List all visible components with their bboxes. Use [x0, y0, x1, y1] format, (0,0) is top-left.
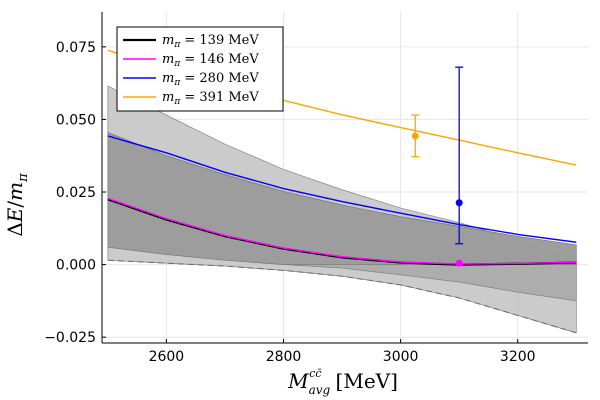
data-point-391 [411, 132, 419, 140]
x-tick-label: 2800 [266, 349, 302, 365]
data-points [411, 66, 464, 267]
series-line-280 [107, 135, 577, 243]
legend-label-146: mπ = 146 MeV [162, 52, 259, 69]
y-tick-label: 0.000 [56, 258, 96, 274]
x-tick-label: 3000 [383, 349, 419, 365]
legend-label-391: mπ = 391 MeV [162, 90, 259, 107]
x-axis-title: Mavgcc̄ [MeV] [287, 367, 398, 397]
y-tick-label: −0.025 [44, 330, 96, 346]
tick-labels: 2600 2800 3000 3200 −0.025 0.000 0.025 0.050 0.0… [44, 40, 535, 365]
axes [101, 12, 588, 344]
y-tick-label: 0.075 [56, 40, 96, 56]
y-tick-label: 0.025 [56, 185, 96, 201]
legend: mπ = 139 MeV mπ = 146 MeV mπ = 280 MeV mπ =… [116, 26, 284, 112]
uncertainty-bands [107, 85, 577, 334]
x-tick-label: 2600 [149, 349, 185, 365]
band-lower-dashed-line [107, 259, 577, 334]
data-point-146 [455, 259, 463, 267]
series-line-146 [107, 197, 577, 265]
series-lines [107, 49, 577, 334]
legend-label-280: mπ = 280 MeV [162, 71, 259, 88]
legend-label-139: mπ = 139 MeV [162, 33, 259, 50]
data-point-280 [455, 199, 463, 207]
y-tick-label: 0.050 [56, 112, 96, 128]
x-tick-label: 3200 [500, 349, 536, 365]
y-axis-title: ΔE/mπ [3, 173, 31, 237]
